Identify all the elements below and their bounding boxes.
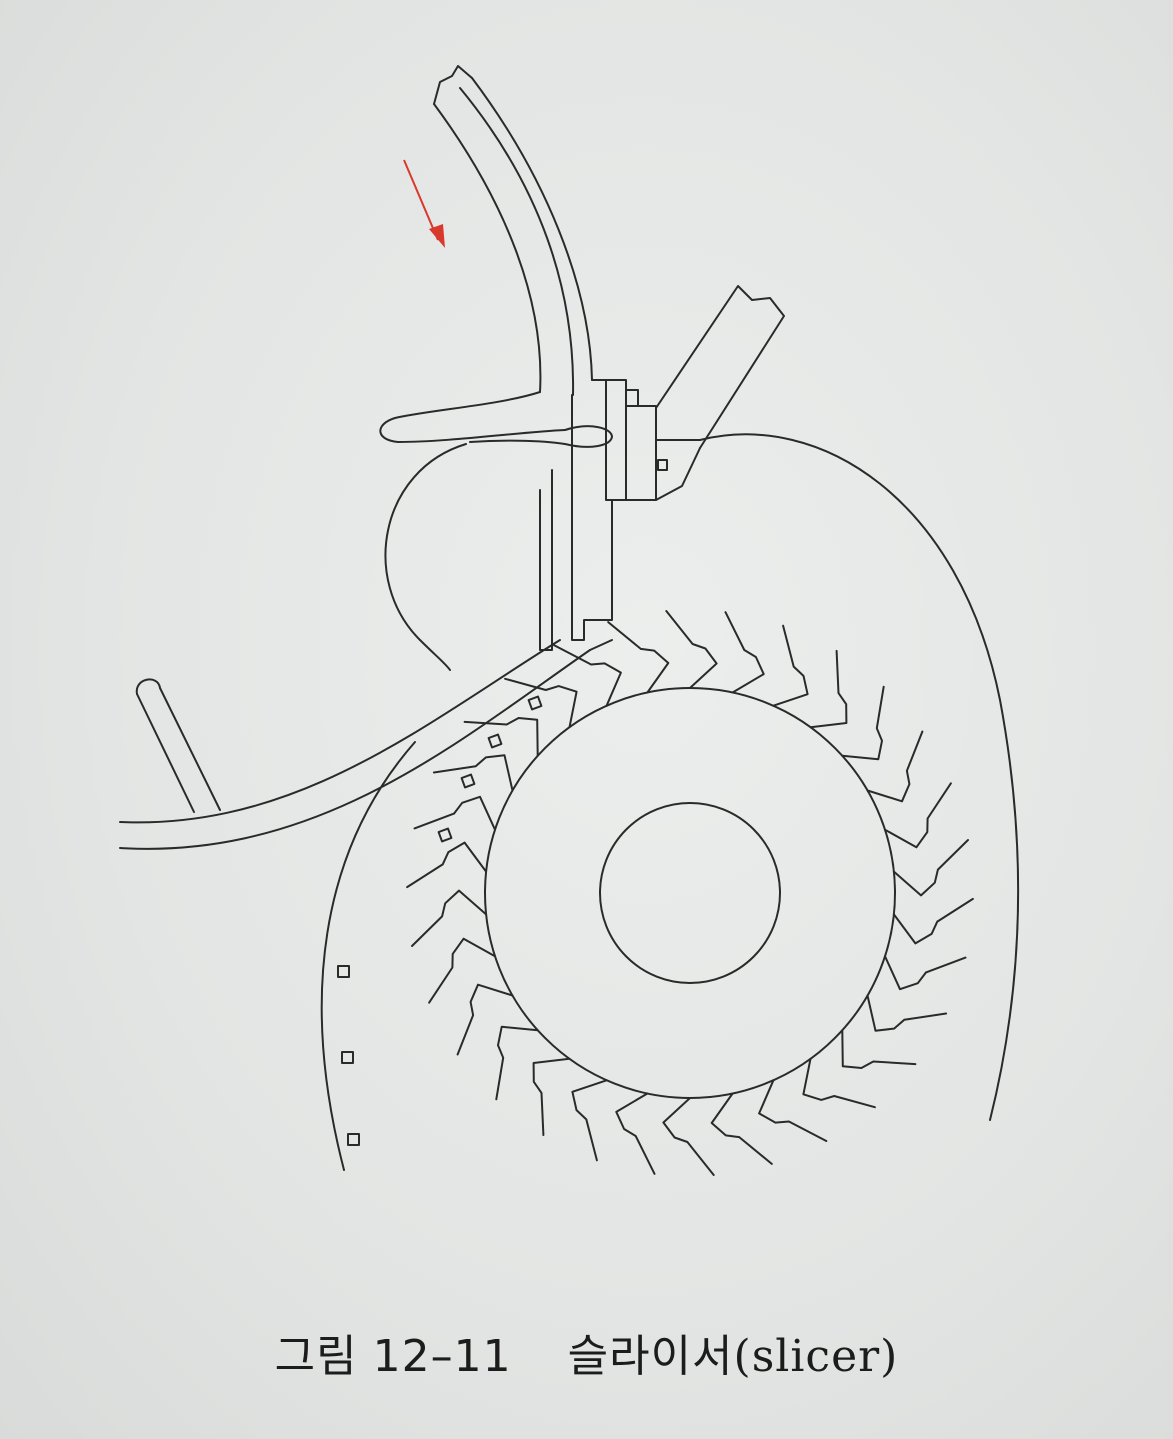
cutter-tooth [841,1029,917,1069]
cutter-tooth [532,1057,571,1137]
cutter-tooth [432,754,514,792]
feed-direction-arrow [403,159,445,248]
feed-roller-lobe [384,443,467,671]
figure-label: 그림 12–11 [274,1331,512,1382]
cutter-tooth [495,1025,539,1101]
cutter-tooth [406,841,488,889]
cutter-tooth [463,717,539,757]
cutter-tooth [607,621,670,694]
blade-holder [539,379,668,651]
cutter-tooth [758,1079,828,1142]
cutter-tooth [411,889,488,947]
cutter-tooth [809,649,848,729]
cutter-tooth [884,955,967,991]
cutter-teeth [406,610,974,1176]
cutter-tooth [866,994,948,1032]
cutter-tooth [413,795,496,831]
cutter-tooth [456,983,514,1056]
cutter-tooth [665,610,718,689]
outer-casing [699,433,1020,1121]
cutter-tooth [428,937,496,1004]
slicer-diagram [119,65,1020,1176]
cutter-tooth [884,782,952,849]
cutter-tooth [892,839,969,897]
cutter-tooth [866,730,924,803]
cutter-tooth [892,897,974,945]
cutter-tooth [615,1092,656,1175]
chute-lip [379,391,613,448]
inner-casing [320,741,416,1171]
cutter-tooth [571,1079,608,1162]
cutter-tooth [841,685,885,761]
cutter-tooth [802,1057,876,1109]
figure-title-english: (slicer) [733,1331,899,1382]
cutter-tooth [504,677,578,729]
figure-title-korean: 슬라이서 [567,1331,734,1382]
cutter-wheel [406,610,974,1176]
figure-caption: 그림 12–11 슬라이서(slicer) [0,1320,1173,1384]
cutter-tooth [772,624,809,707]
cutter-tooth [724,611,765,694]
cutter-tooth [552,644,622,707]
cutter-tooth [710,1092,773,1165]
sliced-pieces [337,695,543,1146]
adjustment-arm [655,285,785,501]
cutter-tooth [662,1097,715,1176]
feed-chute [433,65,607,396]
